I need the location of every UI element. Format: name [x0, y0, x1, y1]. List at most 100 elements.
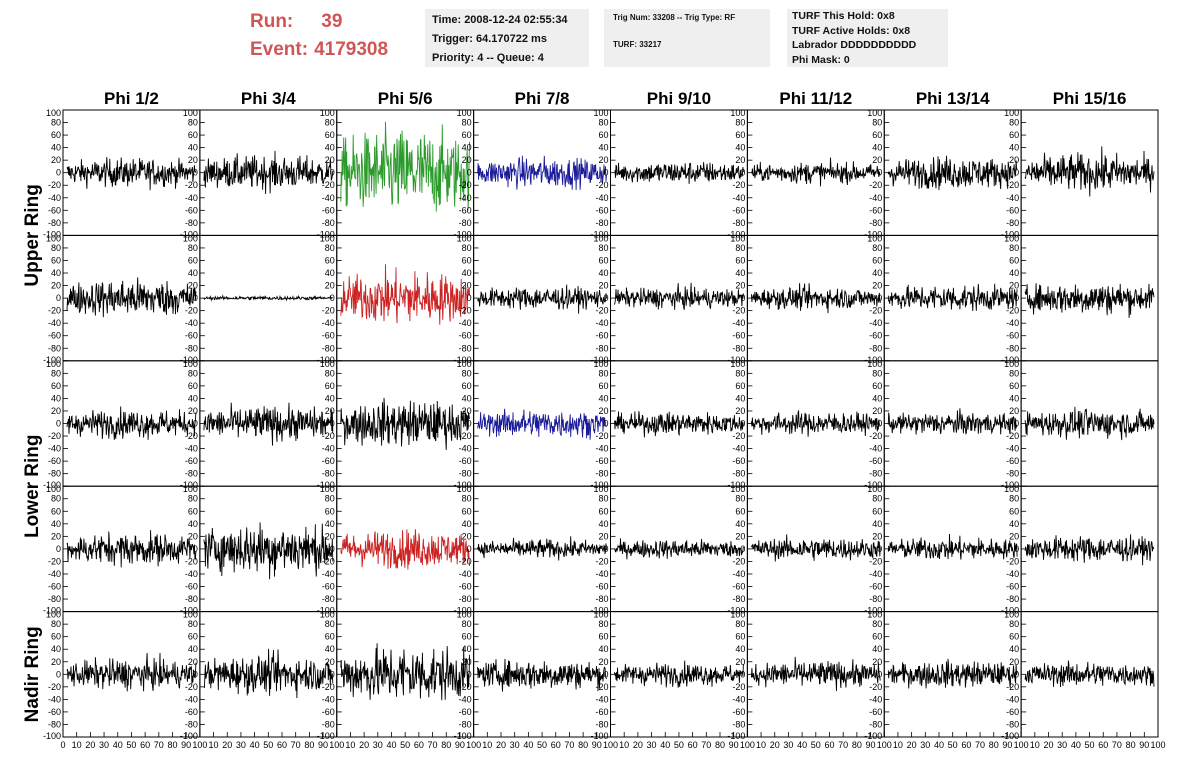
y-tick-label: -60	[322, 582, 335, 592]
trig-num-text: Trig Num: 33208 -- Trig Type: RF	[613, 13, 736, 22]
y-tick-label: -60	[48, 582, 61, 592]
y-tick-label: 0	[603, 544, 608, 554]
y-tick-label: -40	[732, 318, 745, 328]
x-tick-label: 40	[934, 740, 944, 750]
y-tick-label: 20	[1009, 531, 1019, 541]
y-tick-label: -60	[1006, 707, 1019, 717]
y-tick-label: 80	[325, 619, 335, 629]
x-tick-label: 20	[633, 740, 643, 750]
y-tick-label: 0	[603, 669, 608, 679]
waveform-trace	[340, 529, 471, 570]
y-tick-label: 60	[188, 381, 198, 391]
y-tick-label: 40	[735, 393, 745, 403]
event-label: Event:	[250, 39, 309, 60]
priority-text: Priority: 4 -- Queue: 4	[432, 52, 544, 64]
y-tick-label: 20	[325, 281, 335, 291]
x-tick-label: 70	[975, 740, 985, 750]
y-tick-label: 20	[598, 657, 608, 667]
y-tick-label: -40	[732, 694, 745, 704]
y-tick-label: -60	[185, 456, 198, 466]
x-tick-label: 80	[441, 740, 451, 750]
y-tick-label: 40	[51, 268, 61, 278]
y-tick-label: -80	[48, 343, 61, 353]
y-tick-label: 0	[467, 293, 472, 303]
y-tick-label: -60	[322, 331, 335, 341]
y-tick-label: -20	[459, 306, 472, 316]
y-tick-label: 60	[325, 130, 335, 140]
y-tick-label: 100	[593, 610, 608, 620]
y-tick-label: 60	[735, 130, 745, 140]
y-tick-label: -100	[1001, 229, 1019, 239]
y-tick-label: 40	[188, 519, 198, 529]
waveform-trace	[66, 530, 197, 568]
y-tick-label: -20	[459, 556, 472, 566]
x-tick-label: 60	[277, 740, 287, 750]
y-tick-label: -80	[322, 594, 335, 604]
row-group-label: Upper Ring	[22, 184, 43, 286]
waveform-trace	[1024, 660, 1155, 688]
y-tick-label: 40	[188, 143, 198, 153]
waveform-trace	[1024, 146, 1155, 197]
y-tick-label: 60	[188, 255, 198, 265]
y-tick-label: 60	[188, 130, 198, 140]
y-tick-label: 20	[325, 531, 335, 541]
column-title: Phi 11/12	[779, 89, 852, 108]
y-tick-label: 60	[462, 130, 472, 140]
y-tick-label: -80	[48, 719, 61, 729]
y-tick-label: 40	[1009, 393, 1019, 403]
y-tick-label: 60	[735, 381, 745, 391]
x-tick-label: 50	[263, 740, 273, 750]
y-tick-label: 40	[462, 268, 472, 278]
y-tick-label: 80	[735, 494, 745, 504]
y-tick-label: -100	[317, 480, 335, 490]
y-tick-label: -60	[732, 456, 745, 466]
y-tick-label: 0	[740, 168, 745, 178]
y-tick-label: 100	[593, 233, 608, 243]
waveform-trace	[614, 538, 744, 560]
y-tick-label: 80	[598, 243, 608, 253]
x-tick-label: 10	[756, 740, 766, 750]
y-tick-label: 100	[46, 610, 61, 620]
y-tick-label: -100	[727, 480, 745, 490]
y-tick-label: 20	[51, 657, 61, 667]
x-tick-label: 100	[877, 740, 892, 750]
y-tick-label: -80	[732, 218, 745, 228]
x-tick-label: 30	[510, 740, 520, 750]
y-tick-label: 20	[51, 531, 61, 541]
x-tick-label: 80	[304, 740, 314, 750]
y-tick-label: -100	[590, 606, 608, 616]
y-tick-label: 100	[730, 610, 745, 620]
y-tick-label: -80	[459, 469, 472, 479]
y-tick-label: 80	[462, 118, 472, 128]
y-tick-label: -80	[595, 469, 608, 479]
y-tick-label: -100	[864, 731, 882, 741]
y-tick-label: 20	[462, 531, 472, 541]
y-tick-label: 60	[188, 632, 198, 642]
x-tick-label: 70	[838, 740, 848, 750]
y-tick-label: 0	[603, 168, 608, 178]
y-tick-label: -80	[1006, 343, 1019, 353]
x-tick-label: 50	[400, 740, 410, 750]
y-tick-label: 60	[462, 632, 472, 642]
y-tick-label: 80	[188, 494, 198, 504]
y-tick-label: -80	[185, 719, 198, 729]
y-tick-label: -20	[595, 682, 608, 692]
y-tick-label: 80	[598, 368, 608, 378]
y-tick-label: -100	[180, 229, 198, 239]
column-title: Phi 15/16	[1053, 89, 1127, 108]
y-tick-label: -20	[1006, 682, 1019, 692]
y-tick-label: -100	[727, 229, 745, 239]
y-tick-label: 20	[735, 155, 745, 165]
y-tick-label: 20	[735, 281, 745, 291]
y-tick-label: 20	[872, 406, 882, 416]
y-tick-label: -20	[595, 556, 608, 566]
y-tick-label: 20	[1009, 281, 1019, 291]
y-tick-label: -40	[322, 193, 335, 203]
y-tick-label: -40	[732, 569, 745, 579]
y-tick-label: 60	[735, 506, 745, 516]
y-tick-label: 0	[56, 293, 61, 303]
y-tick-label: 80	[1009, 118, 1019, 128]
y-tick-label: -40	[1006, 318, 1019, 328]
y-tick-label: 80	[598, 619, 608, 629]
y-tick-label: -20	[48, 556, 61, 566]
